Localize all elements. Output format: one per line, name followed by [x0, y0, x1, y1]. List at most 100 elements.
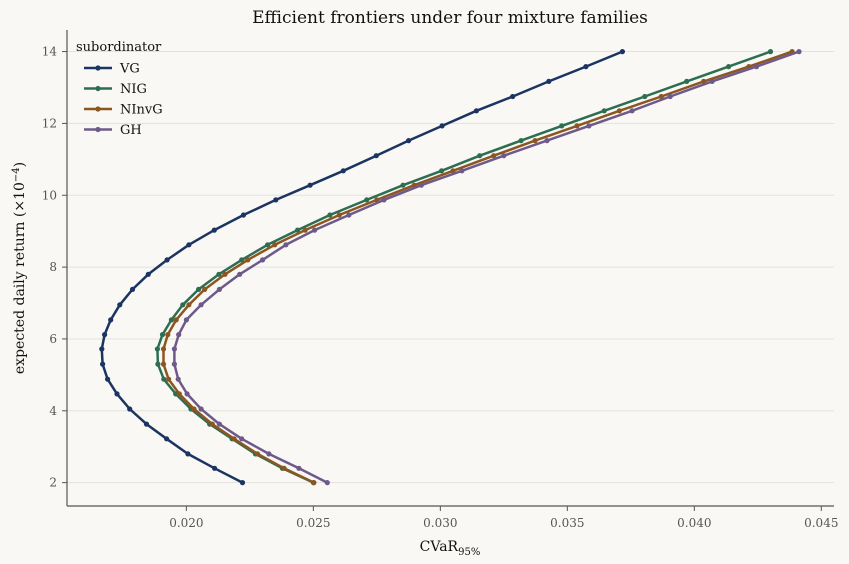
chart-title: Efficient frontiers under four mixture f…	[252, 8, 648, 28]
data-point-vg	[127, 406, 133, 412]
data-point-nig	[327, 212, 333, 218]
data-point-gh	[753, 64, 760, 70]
data-point-ninvg	[160, 346, 167, 352]
legend-title: subordinator	[76, 40, 162, 55]
series-line-gh	[173, 50, 800, 484]
legend-item-nig: NIG	[84, 82, 147, 97]
data-point-nig	[642, 93, 648, 100]
data-point-nig	[726, 64, 732, 70]
series-line-ninvg	[162, 50, 793, 484]
legend-marker-nig	[95, 85, 101, 92]
data-point-nig	[159, 332, 166, 338]
data-point-gh	[216, 286, 222, 292]
data-point-vg	[340, 168, 346, 174]
y-tick-label: 12	[42, 116, 57, 130]
data-point-ninvg	[658, 93, 664, 100]
data-point-gh	[796, 49, 802, 55]
data-point-gh	[198, 302, 204, 308]
data-point-vg	[164, 436, 170, 442]
x-tick-label: 0.020	[169, 516, 203, 530]
x-axis-label: CVaR95%	[420, 539, 481, 558]
legend-item-vg: VG	[84, 62, 140, 77]
data-point-nig	[265, 242, 271, 248]
data-point-vg	[619, 49, 626, 55]
x-axis-label-subscript: 95%	[458, 547, 480, 558]
series-line-vg	[100, 50, 623, 484]
data-point-vg	[129, 286, 136, 292]
data-point-ninvg	[254, 451, 261, 457]
y-ticks: 2 4 6 8 10 12 14	[42, 45, 67, 490]
legend-label-nig: NIG	[120, 82, 147, 97]
y-axis-label-main: expected daily return (×10	[12, 182, 28, 374]
data-point-nig	[161, 376, 167, 382]
data-point-vg	[211, 227, 217, 233]
data-point-ninvg	[173, 317, 179, 323]
legend-item-ninvg: NInvG	[84, 103, 163, 118]
data-point-vg	[143, 421, 150, 427]
data-point-gh	[175, 376, 181, 382]
data-point-ninvg	[176, 391, 182, 397]
data-point-nig	[180, 302, 186, 308]
data-point-vg	[114, 391, 120, 397]
legend-item-gh: GH	[84, 123, 142, 138]
data-point-gh	[184, 391, 190, 397]
data-point-vg	[439, 123, 445, 129]
data-point-gh	[629, 108, 635, 114]
data-point-nig	[684, 78, 690, 84]
data-point-gh	[346, 212, 352, 218]
data-point-vg	[108, 317, 114, 323]
data-point-vg	[273, 197, 279, 203]
data-point-ninvg	[616, 108, 623, 114]
data-point-nig	[154, 346, 160, 352]
data-point-gh	[709, 78, 715, 84]
legend-label-ninvg: NInvG	[120, 103, 163, 118]
data-point-gh	[418, 182, 424, 188]
data-point-ninvg	[245, 257, 251, 263]
data-point-vg	[546, 78, 552, 84]
y-tick-label: 10	[42, 188, 57, 202]
data-point-vg	[307, 182, 313, 188]
data-point-gh	[544, 138, 550, 144]
data-point-vg	[473, 108, 479, 114]
data-point-nig	[216, 271, 222, 277]
data-point-vg	[185, 451, 191, 457]
data-point-nig	[155, 361, 161, 367]
data-point-nig	[295, 227, 301, 233]
data-point-nig	[168, 317, 174, 323]
y-tick-label: 14	[42, 45, 58, 59]
data-point-ninvg	[450, 168, 456, 174]
data-point-vg	[145, 271, 151, 277]
data-point-gh	[501, 153, 507, 159]
data-point-vg	[406, 138, 412, 144]
data-point-ninvg	[574, 123, 580, 129]
data-point-nig	[767, 49, 774, 55]
data-point-gh	[381, 197, 387, 203]
data-point-ninvg	[191, 406, 197, 412]
y-tick-label: 4	[49, 404, 57, 418]
data-point-gh	[239, 436, 245, 442]
data-point-gh	[312, 227, 318, 233]
data-point-vg	[164, 257, 170, 263]
x-tick-label: 0.045	[804, 516, 838, 530]
data-point-ninvg	[222, 271, 228, 277]
data-point-gh	[324, 480, 330, 486]
data-point-nig	[239, 257, 245, 263]
data-point-ninvg	[160, 361, 167, 367]
data-point-gh	[296, 465, 302, 471]
data-point-gh	[171, 361, 177, 367]
data-point-vg	[212, 465, 218, 471]
legend-marker-gh	[95, 126, 101, 133]
x-tick-label: 0.025	[296, 516, 330, 530]
y-axis-label-end: )	[12, 162, 28, 167]
data-point-vg	[102, 332, 108, 338]
data-point-ninvg	[311, 480, 317, 486]
series-gh	[171, 49, 802, 486]
data-point-nig	[364, 197, 370, 203]
data-point-gh	[237, 271, 243, 277]
data-point-ninvg	[202, 286, 208, 292]
data-point-gh	[586, 123, 592, 129]
legend-marker-vg	[95, 65, 101, 71]
data-point-ninvg	[231, 436, 237, 442]
y-tick-label: 2	[49, 476, 57, 490]
